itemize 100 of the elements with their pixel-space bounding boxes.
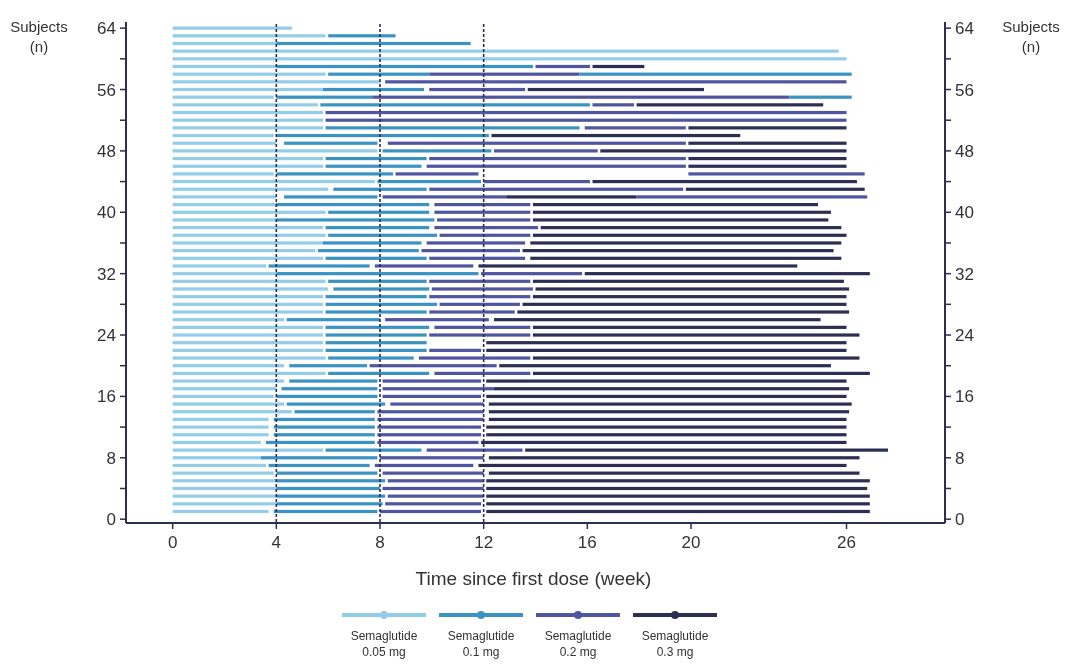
bar <box>276 95 373 99</box>
bar <box>488 402 852 406</box>
bar <box>172 149 378 153</box>
bar <box>276 203 430 207</box>
bar <box>172 210 326 214</box>
bar <box>172 417 269 422</box>
bar <box>276 272 479 276</box>
bar <box>172 502 277 506</box>
bar <box>636 103 824 107</box>
bar <box>268 264 370 268</box>
bar <box>385 318 489 322</box>
bar <box>488 410 850 414</box>
bar <box>426 448 523 452</box>
bar <box>172 264 266 268</box>
bar <box>172 195 277 199</box>
x-tick-label: 16 <box>577 533 597 552</box>
bar <box>172 110 323 115</box>
bar <box>579 72 852 76</box>
bar <box>284 195 378 199</box>
bar <box>260 456 378 460</box>
bar <box>172 387 277 391</box>
bar <box>486 394 847 399</box>
bar <box>276 394 378 399</box>
bar <box>172 118 323 122</box>
y2-tick-label: 48 <box>955 141 974 161</box>
bar <box>486 494 870 498</box>
bar <box>276 218 435 222</box>
bar <box>429 187 684 191</box>
bar <box>276 64 533 69</box>
bar <box>688 126 847 130</box>
bar <box>431 287 533 291</box>
bar <box>532 371 870 375</box>
bar <box>281 387 378 391</box>
bar <box>273 417 375 422</box>
bar <box>172 49 839 53</box>
y2-tick-label: 16 <box>955 387 974 407</box>
bar <box>172 456 261 460</box>
bar <box>377 425 482 429</box>
bar <box>172 410 292 414</box>
bar <box>532 210 831 214</box>
bar <box>584 126 686 130</box>
bar <box>636 195 868 199</box>
bar <box>395 172 479 176</box>
bar <box>369 364 497 368</box>
bar <box>172 440 261 445</box>
bar <box>429 256 526 260</box>
bar <box>418 356 531 360</box>
y-tick-label: 24 <box>97 326 116 346</box>
bar <box>377 417 484 422</box>
bar <box>486 379 847 383</box>
y-tick-label: 16 <box>97 387 116 407</box>
bar <box>172 333 323 337</box>
bar <box>532 325 847 329</box>
bar <box>172 348 323 352</box>
bar <box>286 318 380 322</box>
bar <box>486 502 870 506</box>
bar <box>325 110 847 115</box>
bar <box>532 218 829 222</box>
bar <box>688 164 847 168</box>
bar <box>688 156 847 161</box>
bar <box>434 325 531 329</box>
bar <box>377 179 482 184</box>
bar <box>328 72 430 76</box>
bar <box>172 233 326 237</box>
bar <box>172 187 329 191</box>
bar <box>289 364 368 368</box>
bar <box>172 448 323 452</box>
y2-tick-label: 24 <box>955 326 974 346</box>
x-tick-label: 4 <box>271 533 282 552</box>
bar <box>172 494 277 498</box>
bar <box>172 463 266 468</box>
bar <box>488 417 847 422</box>
bar <box>382 387 495 391</box>
bar <box>276 502 383 506</box>
bar <box>172 179 375 184</box>
bar <box>172 272 277 276</box>
bar <box>328 34 396 38</box>
bar <box>372 95 790 99</box>
y-tick-label: 8 <box>106 448 116 468</box>
bar <box>172 26 292 30</box>
bar <box>276 133 489 138</box>
bar <box>382 149 492 153</box>
bar <box>426 241 526 245</box>
bar <box>172 402 285 406</box>
bar <box>172 256 323 260</box>
bar <box>488 456 860 460</box>
bar <box>325 126 580 130</box>
bar <box>434 226 539 230</box>
bar <box>333 287 430 291</box>
bar <box>486 509 870 514</box>
bar <box>289 379 378 383</box>
bar <box>532 233 847 237</box>
bar <box>387 479 484 483</box>
y2-tick-label: 0 <box>955 510 965 530</box>
bar <box>426 164 686 168</box>
bar <box>328 210 430 214</box>
bar <box>172 156 323 161</box>
bar <box>172 95 274 99</box>
bar <box>276 41 471 46</box>
bar <box>592 179 857 184</box>
